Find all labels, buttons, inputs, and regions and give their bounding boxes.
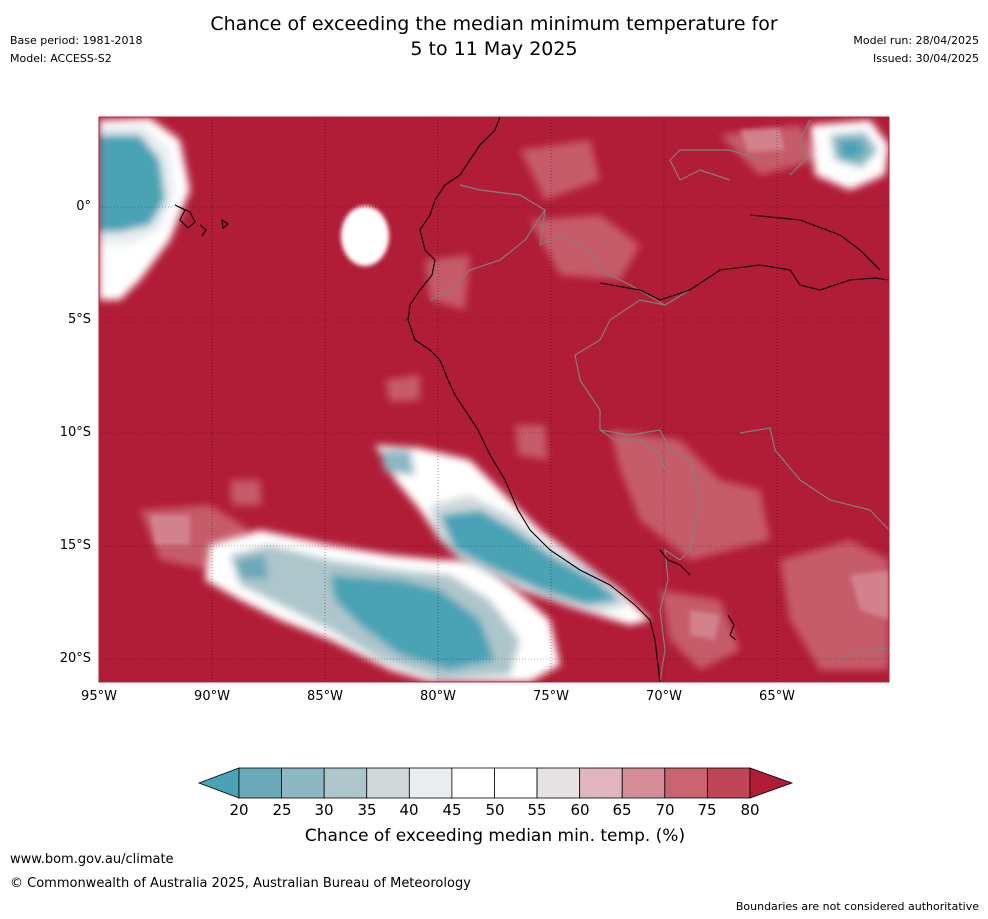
legend-tick: 40 [399, 801, 419, 819]
legend-tick: 25 [272, 801, 292, 819]
legend-tick: 65 [612, 801, 632, 819]
legend-tick: 45 [442, 801, 462, 819]
legend-tick: 75 [697, 801, 717, 819]
lat-label-15s: 15°S [59, 538, 91, 553]
lon-label-90w: 90°W [194, 689, 230, 704]
anomaly-field [99, 118, 889, 682]
legend-tick: 35 [357, 801, 377, 819]
colorbar-cell [281, 767, 325, 799]
lon-label-70w: 70°W [646, 689, 682, 704]
legend-tick: 70 [655, 801, 675, 819]
lat-label-0: 0° [76, 199, 91, 214]
map-area [99, 117, 889, 682]
footer-boundary-note: Boundaries are not considered authoritat… [735, 900, 979, 913]
legend-tick: 30 [314, 801, 334, 819]
country-borders [429, 119, 889, 682]
model-run: Model run: 28/04/2025 [853, 34, 979, 47]
footer-website: www.bom.gov.au/climate [10, 852, 174, 867]
lon-label-85w: 85°W [307, 689, 343, 704]
colorbar-cell [621, 767, 666, 799]
coastlines [174, 117, 889, 682]
footer-copyright: © Commonwealth of Australia 2025, Austra… [10, 876, 471, 891]
colorbar-cell [366, 767, 410, 799]
colorbar-cell [323, 767, 368, 799]
colorbar-cell [238, 767, 282, 799]
legend-tick: 60 [570, 801, 590, 819]
lat-label-5s: 5°S [67, 312, 91, 327]
colorbar-arrow-low [197, 767, 240, 799]
legend-title: Chance of exceeding median min. temp. (%… [304, 826, 686, 846]
issued-date: Issued: 30/04/2025 [872, 52, 979, 65]
colorbar-cell [408, 767, 453, 799]
colorbar-cell [706, 767, 751, 799]
colorbar-arrow-high [749, 767, 794, 799]
legend-tick: 55 [527, 801, 547, 819]
colorbar-cell [536, 767, 581, 799]
title-line-2: 5 to 11 May 2025 [410, 38, 578, 60]
base-period: Base period: 1981-2018 [10, 34, 143, 47]
map-frame [98, 116, 890, 683]
lat-label-20s: 20°S [59, 651, 91, 666]
grid-lines [99, 117, 889, 682]
lon-label-95w: 95°W [81, 689, 117, 704]
colorbar-cell [494, 767, 538, 799]
legend-tick: 50 [485, 801, 505, 819]
legend-tick: 80 [740, 801, 760, 819]
meta-right: Model run: 28/04/2025 Issued: 30/04/2025 [853, 32, 979, 68]
map-title: Chance of exceeding the median minimum t… [0, 12, 988, 62]
colorbar-cell [579, 767, 623, 799]
title-line-1: Chance of exceeding the median minimum t… [210, 13, 778, 35]
colorbar-cell [664, 767, 708, 799]
meta-left: Base period: 1981-2018 Model: ACCESS-S2 [10, 32, 142, 68]
lat-label-10s: 10°S [59, 425, 91, 440]
colorbar-cell [451, 767, 495, 799]
legend-tick: 20 [229, 801, 249, 819]
colorbar [197, 767, 794, 799]
lon-label-75w: 75°W [533, 689, 569, 704]
lon-label-80w: 80°W [420, 689, 456, 704]
model-name: Model: ACCESS-S2 [10, 52, 112, 65]
lon-label-65w: 65°W [759, 689, 795, 704]
